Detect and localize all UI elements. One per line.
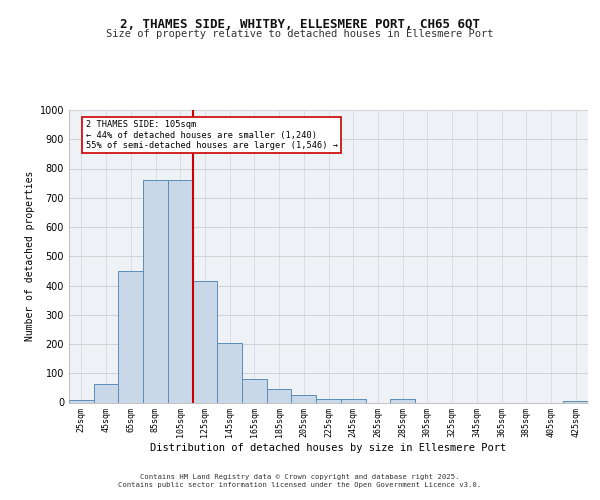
Text: Contains HM Land Registry data © Crown copyright and database right 2025.
Contai: Contains HM Land Registry data © Crown c… [118,474,482,488]
Bar [168,180,193,402]
Bar [217,342,242,402]
Bar [193,281,217,402]
Bar [292,394,316,402]
Bar [316,399,341,402]
Bar [143,180,168,402]
Bar [94,384,118,402]
Bar [118,271,143,402]
Bar [390,399,415,402]
Text: 2 THAMES SIDE: 105sqm
← 44% of detached houses are smaller (1,240)
55% of semi-d: 2 THAMES SIDE: 105sqm ← 44% of detached … [86,120,338,150]
Bar [242,379,267,402]
Bar [69,400,94,402]
Text: Size of property relative to detached houses in Ellesmere Port: Size of property relative to detached ho… [106,29,494,39]
Bar [563,401,588,402]
Text: 2, THAMES SIDE, WHITBY, ELLESMERE PORT, CH65 6QT: 2, THAMES SIDE, WHITBY, ELLESMERE PORT, … [120,18,480,30]
Bar [267,390,292,402]
Bar [341,399,365,402]
Y-axis label: Number of detached properties: Number of detached properties [25,171,35,342]
X-axis label: Distribution of detached houses by size in Ellesmere Port: Distribution of detached houses by size … [151,443,506,453]
